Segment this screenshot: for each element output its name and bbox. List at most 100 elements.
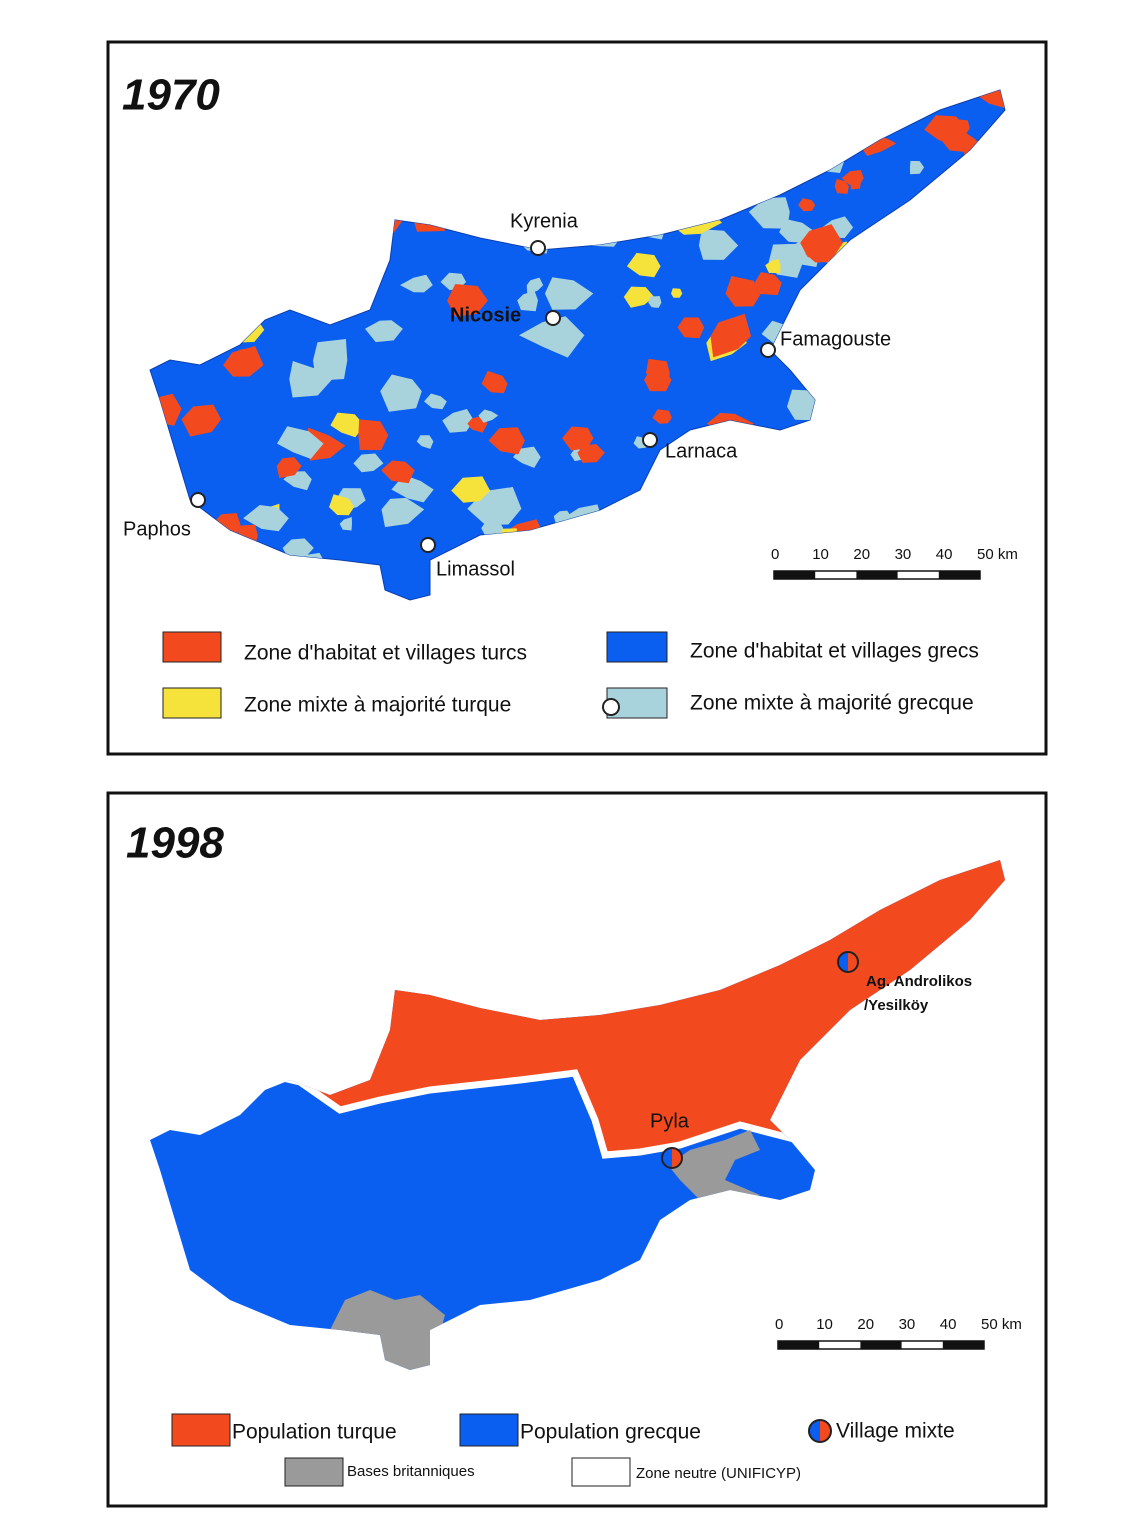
zone-patch	[519, 316, 585, 358]
legend-label: Zone mixte à majorité grecque	[690, 692, 974, 715]
scale-label: 0	[775, 1316, 783, 1333]
scale-bar: 0 10 20 30 40 50 km	[771, 546, 1018, 580]
zone-patch	[442, 409, 474, 433]
cities	[190, 240, 776, 553]
zone-patch	[447, 284, 488, 317]
legend-label: Zone mixte à majorité turque	[244, 694, 511, 717]
zone-patch	[478, 409, 499, 423]
village-label: Pyla	[650, 1110, 690, 1132]
scale-label: 30	[899, 1316, 916, 1333]
zone-patch	[181, 404, 222, 437]
scale-bar-segment	[778, 1341, 820, 1349]
zone-patch	[526, 277, 544, 295]
scale-label: 50 km	[981, 1316, 1022, 1333]
zone-patch	[544, 277, 594, 310]
legend-swatch	[820, 1420, 831, 1442]
zone-patch	[481, 370, 508, 394]
zone-patch	[276, 457, 302, 479]
zone-patch	[909, 160, 925, 175]
legend: Zone d'habitat et villages turcs Zone d'…	[162, 631, 979, 719]
zone-patch	[243, 505, 289, 532]
legend-swatch	[162, 687, 222, 719]
zone-patch	[400, 274, 433, 293]
zone-patch	[282, 538, 314, 560]
village-label: /Yesilköy	[864, 997, 929, 1014]
city-label: Nicosie	[450, 304, 521, 326]
zone-patch	[380, 374, 422, 412]
legend-swatch	[284, 1457, 344, 1487]
zone-patch	[330, 412, 365, 438]
zone-patch	[283, 471, 312, 491]
zone-patch	[648, 296, 662, 308]
zone-patch	[381, 497, 425, 528]
map-title: 1998	[126, 819, 224, 868]
city-label: Limassol	[436, 558, 515, 580]
zone-patch	[798, 198, 816, 212]
zone-patch	[710, 313, 752, 358]
zone-patch	[765, 259, 781, 274]
city-label: Larnaca	[665, 440, 738, 462]
city-marker	[190, 492, 206, 508]
zone-patch	[358, 419, 389, 451]
legend-swatch	[809, 1420, 820, 1442]
city-symbol	[602, 698, 620, 716]
city-marker	[420, 537, 436, 553]
scale-bar-segment	[942, 1341, 984, 1349]
scale-label: 20	[853, 546, 870, 563]
scale-bar-segment	[860, 1341, 902, 1349]
map-title: 1970	[122, 71, 220, 120]
zone-patch	[562, 426, 594, 451]
zone-patch	[289, 361, 333, 398]
legend-label: Village mixte	[836, 1420, 955, 1443]
zone-patch	[517, 291, 538, 312]
zone-patch	[365, 320, 403, 343]
zone-patch	[339, 517, 352, 531]
scale-label: 0	[771, 546, 779, 563]
zone-patch	[800, 224, 843, 261]
legend-swatch	[162, 631, 222, 663]
scale-label: 20	[857, 1316, 874, 1333]
scale-label: 50 km	[977, 546, 1018, 563]
city-label: Paphos	[123, 518, 191, 540]
zone-patch	[416, 435, 434, 449]
zone-patch	[974, 90, 1005, 110]
mixed-village-marker	[838, 952, 848, 972]
scale-bar-segment	[856, 571, 898, 579]
legend-label: Population turque	[232, 1421, 397, 1444]
city-marker	[545, 310, 561, 326]
zone-patch	[424, 393, 447, 410]
zone-patch	[725, 276, 761, 307]
zone-patch	[646, 358, 670, 387]
city-label: Kyrenia	[510, 210, 579, 232]
legend-swatch	[571, 1457, 631, 1487]
city-marker	[760, 342, 776, 358]
zone-patch	[577, 444, 605, 463]
zone-patch	[754, 272, 782, 296]
mixed-village-marker	[662, 1148, 672, 1168]
legend-swatch	[606, 631, 668, 663]
legend-label: Zone d'habitat et villages grecs	[690, 640, 979, 663]
zone-patch	[652, 409, 672, 424]
british-base	[668, 1130, 760, 1210]
zone-patch	[488, 427, 525, 455]
scale-label: 10	[816, 1316, 833, 1333]
zone-patch	[451, 476, 491, 503]
zone-patch	[223, 346, 264, 377]
scale-bar: 0 10 20 30 40 50 km	[775, 1316, 1022, 1350]
scale-label: 40	[936, 546, 953, 563]
mixed-village-marker	[837, 951, 859, 973]
mixed-villages	[661, 951, 859, 1169]
zone-patch	[329, 494, 355, 516]
village-label: Ag. Androlikos	[866, 973, 972, 990]
legend-swatch	[171, 1413, 231, 1447]
zone-patch	[677, 317, 705, 339]
zone-patch	[513, 446, 541, 468]
zone-patch	[626, 252, 661, 278]
mixed-village-marker	[672, 1148, 682, 1168]
legend-label: Zone neutre (UNIFICYP)	[636, 1465, 801, 1482]
zone-patch	[353, 453, 384, 473]
zone-patch	[953, 119, 970, 134]
mixed-village-marker	[848, 952, 858, 972]
